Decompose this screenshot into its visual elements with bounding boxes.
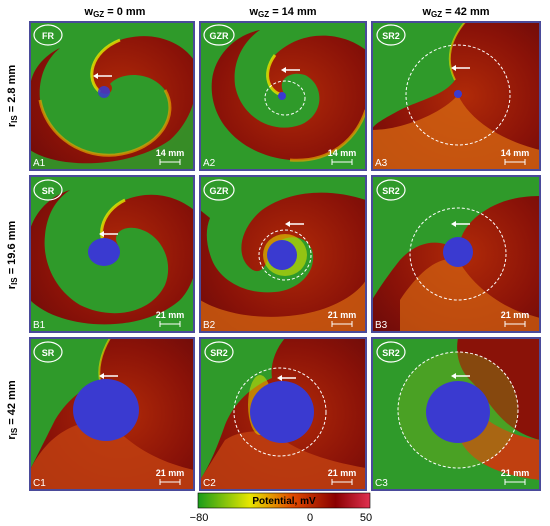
row-header-1: rIS = 2.8 mm [6,65,19,128]
panel-B1: SR B1 21 mm [29,175,195,333]
panel-id: A2 [203,158,216,169]
scale-label: 14 mm [156,148,185,158]
badge-outline [203,179,235,201]
scale-label: 21 mm [328,310,357,320]
panel-badge: SR2 [210,348,228,358]
panel-B2: GZR B2 21 mm [199,175,367,333]
panel-badge: GZR [210,186,229,196]
panel-id: C3 [375,478,388,489]
panel-C3: SR2 C3 21 mm [371,337,541,491]
scale-label: 21 mm [501,468,530,478]
badge-outline [376,341,406,363]
colorbar-gradient [197,492,371,509]
scale-label: 14 mm [328,148,357,158]
badge-outline [33,24,63,46]
scale-label: 21 mm [156,310,185,320]
panel-badge: GZR [210,31,229,41]
panel-badge: SR2 [382,186,400,196]
scale-label: 14 mm [501,148,530,158]
panel-A2: GZR A2 14 mm [199,21,367,171]
colorbar-tick-min: −80 [190,512,209,524]
row-header-3: rIS = 42 mm [6,380,19,439]
panel-badge: SR2 [382,348,400,358]
panel-badge: FR [42,31,54,41]
colorbar: Potential, mV −80 0 50 [190,492,372,524]
panel-id: A3 [375,158,388,169]
panel-id: C2 [203,478,216,489]
scale-label: 21 mm [328,468,357,478]
colorbar-tick-max: 50 [360,512,372,524]
badge-outline [203,24,235,46]
colorbar-label: Potential, mV [252,496,316,507]
column-header-3: wGZ = 42 mm [421,6,489,19]
panel-A3: SR2 A3 14 mm [371,21,541,171]
panel-badge: SR [42,186,55,196]
panel-id: C1 [33,478,46,489]
panel-A1: FR A1 14 mm [29,21,195,171]
badge-outline [33,179,63,201]
column-header-2: wGZ = 14 mm [248,6,316,19]
panel-id: A1 [33,158,46,169]
row-header-2: rIS = 19.6 mm [6,221,19,290]
panel-badge: SR2 [382,31,400,41]
panel-badge: SR [42,348,55,358]
scale-label: 21 mm [156,468,185,478]
badge-outline [33,341,63,363]
panel-id: B2 [203,320,216,331]
badge-outline [204,341,234,363]
column-header-1: wGZ = 0 mm [84,6,146,19]
panel-id: B3 [375,320,388,331]
scale-label: 21 mm [501,310,530,320]
badge-outline [376,24,406,46]
colorbar-tick-zero: 0 [307,512,313,524]
panel-B3: SR2 B3 21 mm [371,175,541,333]
badge-outline [376,179,406,201]
panel-C1: SR C1 21 mm [29,337,195,491]
panel-C2: SR2 C2 21 mm [199,337,367,491]
panel-id: B1 [33,320,46,331]
